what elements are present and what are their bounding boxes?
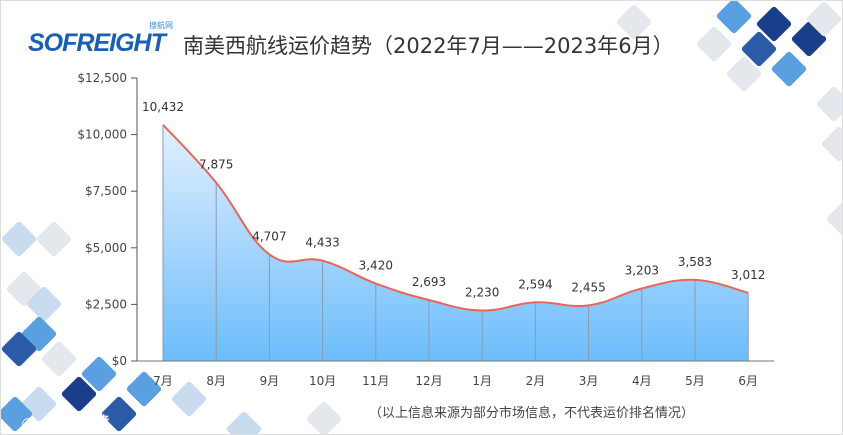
y-tick-label: $2,500 <box>85 297 127 311</box>
sofreight-logo: SOFREIGHT 搜航网 <box>28 21 173 59</box>
x-tick-label: 10月 <box>309 374 336 388</box>
x-tick-label: 4月 <box>632 374 652 388</box>
x-tick-label: 8月 <box>206 374 226 388</box>
y-tick-label: $7,500 <box>85 184 127 198</box>
chart-title: 南美西航线运价趋势（2022年7月——2023年6月） <box>183 34 674 58</box>
x-tick-label: 3月 <box>579 374 599 388</box>
data-label: 4,707 <box>252 229 286 243</box>
y-tick-label: $10,000 <box>77 128 127 142</box>
watermark-logo: ◎ 大数跨境 <box>21 409 110 434</box>
x-tick-label: 5月 <box>685 374 705 388</box>
y-tick-label: $5,000 <box>85 241 127 255</box>
logo-subtext: 搜航网 <box>149 21 173 30</box>
watermark-text: 大数跨境 <box>41 414 110 434</box>
source-note: （以上信息来源为部分市场信息，不代表运价排名情况） <box>369 406 695 421</box>
watermark-icon: ◎ <box>21 414 42 434</box>
logo-text: SOFREIGHT <box>28 29 166 57</box>
data-label: 3,420 <box>359 259 393 273</box>
x-tick-label: 12月 <box>415 374 442 388</box>
x-tick-label: 2月 <box>526 374 546 388</box>
x-tick-label: 9月 <box>260 374 280 388</box>
data-label: 3,203 <box>625 263 659 277</box>
x-tick-label: 11月 <box>362 374 389 388</box>
data-label: 7,875 <box>199 158 233 172</box>
x-tick-label: 7月 <box>153 374 173 388</box>
data-label: 2,230 <box>465 286 499 300</box>
data-label: 2,594 <box>518 277 552 291</box>
area-fill <box>163 124 749 361</box>
data-label: 10,432 <box>142 100 184 114</box>
x-tick-label: 6月 <box>738 374 758 388</box>
x-tick-label: 1月 <box>472 374 492 388</box>
data-label: 3,583 <box>678 255 712 269</box>
data-label: 3,012 <box>731 268 765 282</box>
series-line <box>162 124 749 312</box>
y-tick-label: $12,500 <box>77 71 127 85</box>
data-label: 2,455 <box>571 280 605 294</box>
data-label: 4,433 <box>305 236 339 250</box>
y-tick-label: $0 <box>112 354 127 368</box>
data-label: 2,693 <box>412 275 446 289</box>
